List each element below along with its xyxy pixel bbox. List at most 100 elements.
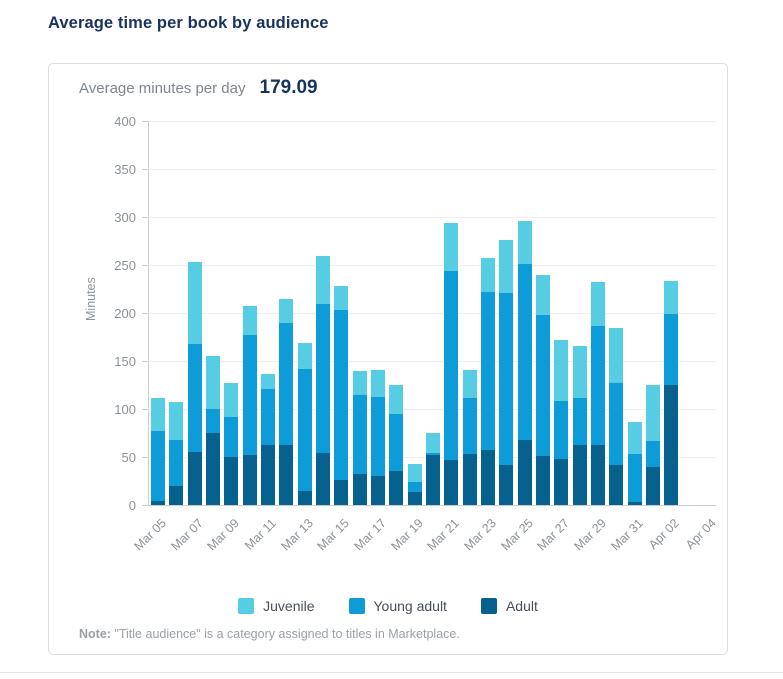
bar-segment-adult[interactable] bbox=[627, 502, 642, 505]
bar-segment-young-adult[interactable] bbox=[645, 440, 660, 467]
bar-segment-juvenile[interactable] bbox=[206, 356, 221, 409]
bar-segment-juvenile[interactable] bbox=[297, 342, 312, 369]
bar-mar-26[interactable] bbox=[535, 274, 550, 505]
bar-segment-juvenile[interactable] bbox=[480, 258, 495, 292]
bar-segment-adult[interactable] bbox=[407, 491, 422, 505]
bar-segment-young-adult[interactable] bbox=[444, 270, 459, 460]
bar-segment-young-adult[interactable] bbox=[590, 326, 605, 445]
bar-segment-adult[interactable] bbox=[389, 471, 404, 505]
bar-segment-young-adult[interactable] bbox=[297, 368, 312, 491]
bar-segment-adult[interactable] bbox=[316, 453, 331, 505]
bar-segment-juvenile[interactable] bbox=[261, 374, 276, 389]
bar-mar-29[interactable] bbox=[590, 282, 605, 505]
bar-segment-adult[interactable] bbox=[535, 456, 550, 505]
bar-segment-young-adult[interactable] bbox=[572, 398, 587, 445]
bar-segment-juvenile[interactable] bbox=[462, 369, 477, 399]
bar-segment-juvenile[interactable] bbox=[554, 339, 569, 402]
legend-item-juvenile[interactable]: Juvenile bbox=[238, 598, 315, 614]
bar-segment-adult[interactable] bbox=[664, 385, 679, 505]
bar-segment-young-adult[interactable] bbox=[242, 335, 257, 456]
bar-mar-25[interactable] bbox=[517, 220, 532, 505]
bar-mar-12[interactable] bbox=[279, 298, 294, 505]
bar-mar-27[interactable] bbox=[554, 339, 569, 505]
bar-segment-juvenile[interactable] bbox=[279, 298, 294, 323]
bar-mar-05[interactable] bbox=[151, 398, 166, 505]
bar-segment-juvenile[interactable] bbox=[645, 385, 660, 441]
bar-mar-21[interactable] bbox=[444, 222, 459, 505]
bar-segment-young-adult[interactable] bbox=[169, 439, 184, 486]
bar-segment-adult[interactable] bbox=[169, 485, 184, 505]
bar-segment-young-adult[interactable] bbox=[609, 383, 624, 465]
bar-apr-01[interactable] bbox=[645, 385, 660, 505]
bar-segment-juvenile[interactable] bbox=[151, 398, 166, 432]
bar-segment-adult[interactable] bbox=[279, 444, 294, 505]
bar-segment-juvenile[interactable] bbox=[334, 286, 349, 311]
bar-segment-juvenile[interactable] bbox=[169, 402, 184, 440]
legend-item-young-adult[interactable]: Young adult bbox=[348, 598, 447, 614]
bar-segment-juvenile[interactable] bbox=[444, 222, 459, 271]
bar-mar-07[interactable] bbox=[187, 262, 202, 505]
bar-segment-young-adult[interactable] bbox=[224, 416, 239, 457]
bar-mar-31[interactable] bbox=[627, 421, 642, 505]
bar-segment-young-adult[interactable] bbox=[426, 453, 440, 456]
bar-segment-adult[interactable] bbox=[462, 454, 477, 505]
bar-segment-adult[interactable] bbox=[554, 458, 569, 505]
bar-segment-adult[interactable] bbox=[609, 464, 624, 505]
bar-segment-adult[interactable] bbox=[590, 444, 605, 505]
bar-segment-juvenile[interactable] bbox=[389, 385, 404, 414]
bar-segment-juvenile[interactable] bbox=[224, 383, 239, 417]
bar-segment-juvenile[interactable] bbox=[407, 463, 422, 482]
bar-segment-juvenile[interactable] bbox=[627, 421, 642, 455]
bar-segment-young-adult[interactable] bbox=[352, 394, 367, 475]
bar-segment-young-adult[interactable] bbox=[462, 398, 477, 455]
bar-segment-young-adult[interactable] bbox=[517, 264, 532, 440]
bar-segment-adult[interactable] bbox=[334, 480, 349, 505]
bar-segment-adult[interactable] bbox=[426, 455, 440, 505]
bar-segment-adult[interactable] bbox=[206, 433, 221, 505]
bar-segment-young-adult[interactable] bbox=[206, 409, 221, 433]
legend-item-adult[interactable]: Adult bbox=[480, 598, 538, 614]
bar-mar-08[interactable] bbox=[206, 356, 221, 505]
bar-mar-13[interactable] bbox=[297, 342, 312, 505]
bar-segment-juvenile[interactable] bbox=[499, 240, 514, 293]
bar-segment-adult[interactable] bbox=[261, 445, 276, 505]
bar-segment-adult[interactable] bbox=[517, 439, 532, 505]
bar-mar-14[interactable] bbox=[316, 256, 331, 505]
bar-mar-22[interactable] bbox=[462, 369, 477, 505]
bar-segment-juvenile[interactable] bbox=[352, 370, 367, 395]
bar-segment-adult[interactable] bbox=[242, 455, 257, 505]
bar-segment-young-adult[interactable] bbox=[371, 397, 386, 477]
bar-mar-17[interactable] bbox=[371, 369, 386, 505]
bar-segment-adult[interactable] bbox=[499, 464, 514, 505]
bar-segment-young-adult[interactable] bbox=[664, 313, 679, 385]
bar-mar-30[interactable] bbox=[609, 328, 624, 505]
bar-segment-juvenile[interactable] bbox=[316, 256, 331, 305]
bar-segment-adult[interactable] bbox=[352, 474, 367, 505]
bar-mar-24[interactable] bbox=[499, 240, 514, 505]
bar-segment-young-adult[interactable] bbox=[407, 481, 422, 492]
bar-segment-adult[interactable] bbox=[151, 501, 166, 505]
bar-mar-09[interactable] bbox=[224, 383, 239, 505]
bar-segment-young-adult[interactable] bbox=[499, 292, 514, 465]
bar-mar-19[interactable] bbox=[407, 463, 422, 505]
bar-segment-young-adult[interactable] bbox=[627, 454, 642, 503]
bar-apr-02[interactable] bbox=[664, 281, 679, 505]
bar-segment-young-adult[interactable] bbox=[187, 343, 202, 453]
bar-segment-young-adult[interactable] bbox=[316, 304, 331, 454]
bar-segment-young-adult[interactable] bbox=[554, 401, 569, 459]
bar-mar-20[interactable] bbox=[426, 433, 440, 505]
bar-segment-young-adult[interactable] bbox=[389, 413, 404, 472]
bar-segment-juvenile[interactable] bbox=[664, 281, 679, 314]
bar-segment-young-adult[interactable] bbox=[535, 314, 550, 457]
bar-mar-10[interactable] bbox=[242, 306, 257, 505]
bar-segment-adult[interactable] bbox=[224, 457, 239, 505]
bar-segment-juvenile[interactable] bbox=[242, 306, 257, 336]
bar-segment-juvenile[interactable] bbox=[187, 262, 202, 344]
bar-mar-11[interactable] bbox=[261, 374, 276, 505]
bar-segment-young-adult[interactable] bbox=[279, 322, 294, 445]
bar-segment-juvenile[interactable] bbox=[572, 345, 587, 399]
bar-segment-young-adult[interactable] bbox=[151, 431, 166, 502]
bar-mar-23[interactable] bbox=[480, 258, 495, 505]
bar-segment-adult[interactable] bbox=[371, 476, 386, 505]
bar-mar-16[interactable] bbox=[352, 370, 367, 505]
